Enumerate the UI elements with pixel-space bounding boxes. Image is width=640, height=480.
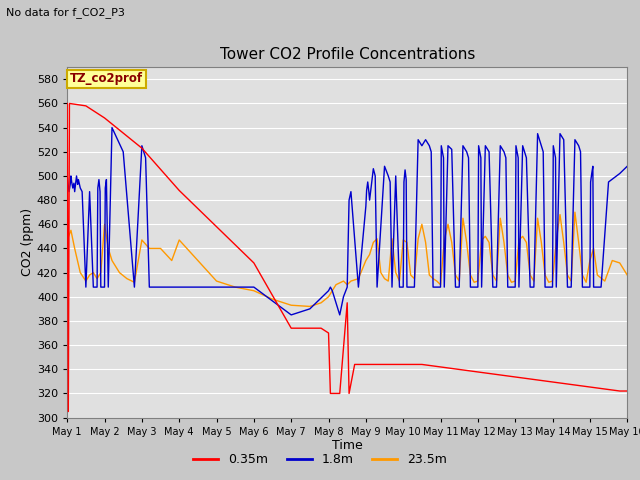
Text: No data for f_CO2_P3: No data for f_CO2_P3 [6, 7, 125, 18]
Text: TZ_co2prof: TZ_co2prof [70, 72, 143, 85]
Title: Tower CO2 Profile Concentrations: Tower CO2 Profile Concentrations [220, 47, 475, 62]
Y-axis label: CO2 (ppm): CO2 (ppm) [21, 208, 34, 276]
X-axis label: Time: Time [332, 439, 363, 453]
Legend: 0.35m, 1.8m, 23.5m: 0.35m, 1.8m, 23.5m [188, 448, 452, 471]
